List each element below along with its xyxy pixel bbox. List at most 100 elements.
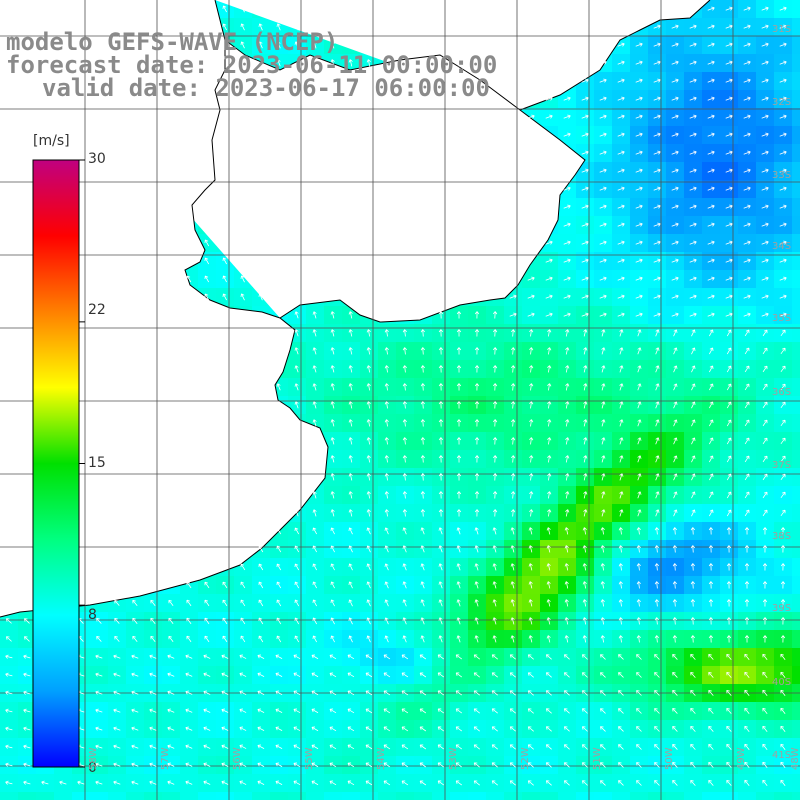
wind-cell [702, 792, 721, 800]
colorbar-tick-15: 15 [88, 455, 106, 471]
wind-cell [414, 792, 433, 800]
wind-cell [792, 216, 800, 235]
lon-label-52w: 52W [520, 747, 531, 770]
wind-cell [540, 792, 559, 800]
lon-label-51w: 51W [592, 747, 603, 770]
wind-cell [792, 630, 800, 649]
wind-cell [306, 792, 325, 800]
colorbar-unit: [m/s] [33, 133, 70, 149]
wind-cell [792, 504, 800, 523]
wind-cell [792, 342, 800, 361]
wind-cell [792, 468, 800, 487]
wind-cell [378, 792, 397, 800]
wind-cell [792, 36, 800, 55]
wind-cell [648, 792, 667, 800]
wind-cell [792, 252, 800, 271]
lat-label-33s: 33S [772, 170, 792, 181]
lat-label-41s: 41S [772, 750, 792, 761]
wind-cell [792, 0, 800, 19]
wind-cell [792, 270, 800, 289]
wind-cell [126, 792, 145, 800]
wind-cell [360, 792, 379, 800]
wind-cell [792, 522, 800, 541]
wind-cell [792, 144, 800, 163]
lat-label-34s: 34S [772, 241, 792, 252]
wind-cell [54, 792, 73, 800]
wind-cell [792, 666, 800, 685]
wind-cell [144, 792, 163, 800]
wind-cell [792, 126, 800, 145]
wind-cell [162, 792, 181, 800]
colorbar-gradient [32, 159, 80, 768]
wind-cell [792, 594, 800, 613]
lat-label-35s: 35S [772, 313, 792, 324]
wind-cell [792, 648, 800, 667]
lon-label-55w: 55W [304, 747, 315, 770]
lat-label-39s: 39S [772, 603, 792, 614]
wind-cell [558, 792, 577, 800]
wind-cell [198, 792, 217, 800]
wind-cell [792, 720, 800, 739]
wind-cell [108, 792, 127, 800]
wind-cell [72, 792, 91, 800]
wind-cell [0, 792, 19, 800]
wind-cell [720, 792, 739, 800]
lat-label-36s: 36S [772, 387, 792, 398]
wind-cell [270, 792, 289, 800]
wind-cell [792, 234, 800, 253]
wind-cell [630, 792, 649, 800]
wind-cell [468, 792, 487, 800]
colorbar-tick-22: 22 [88, 302, 106, 318]
lon-label-54w: 54W [376, 747, 387, 770]
lon-label-50w: 50W [664, 747, 675, 770]
wind-cell [792, 540, 800, 559]
wind-cell [792, 432, 800, 451]
lat-label-40s: 40S [772, 677, 792, 688]
wind-cell [774, 792, 793, 800]
lat-label-31s: 31S [772, 24, 792, 35]
wind-cell [792, 702, 800, 721]
wind-cell [252, 792, 271, 800]
wind-cell [792, 450, 800, 469]
wind-cell [792, 378, 800, 397]
wind-cell [792, 288, 800, 307]
wind-cell [792, 162, 800, 181]
wind-cell [792, 198, 800, 217]
lat-label-38s: 38S [772, 531, 792, 542]
wind-cell [36, 792, 55, 800]
wind-cell [594, 792, 613, 800]
colorbar [32, 159, 85, 768]
wind-cell [324, 792, 343, 800]
lon-label-57w: 57W [160, 747, 171, 770]
wind-cell [792, 558, 800, 577]
wind-cell [756, 792, 775, 800]
wind-cell [792, 396, 800, 415]
lon-label-58w: 58W [88, 747, 99, 770]
valid-date: valid date: 2023-06-17 06:00:00 [42, 74, 490, 102]
wind-cell [18, 792, 37, 800]
wind-cell [486, 792, 505, 800]
wind-cell [216, 792, 235, 800]
wind-cell [576, 792, 595, 800]
colorbar-tick-8: 8 [88, 607, 97, 623]
wind-cell [522, 792, 541, 800]
wind-cell [792, 54, 800, 73]
wind-cell [684, 792, 703, 800]
wind-cell [792, 72, 800, 91]
wind-cell [342, 792, 361, 800]
wind-cell [666, 792, 685, 800]
wind-cell [612, 792, 631, 800]
wind-cell [450, 792, 469, 800]
wind-cell [792, 486, 800, 505]
wind-cell [792, 90, 800, 109]
wind-cell [90, 792, 109, 800]
lon-label-49w: 49W [736, 747, 747, 770]
lon-label-56w: 56W [232, 747, 243, 770]
wind-cell [432, 792, 451, 800]
wind-cell [792, 324, 800, 343]
wind-cell [792, 612, 800, 631]
wind-cell [792, 414, 800, 433]
wind-cell [792, 360, 800, 379]
